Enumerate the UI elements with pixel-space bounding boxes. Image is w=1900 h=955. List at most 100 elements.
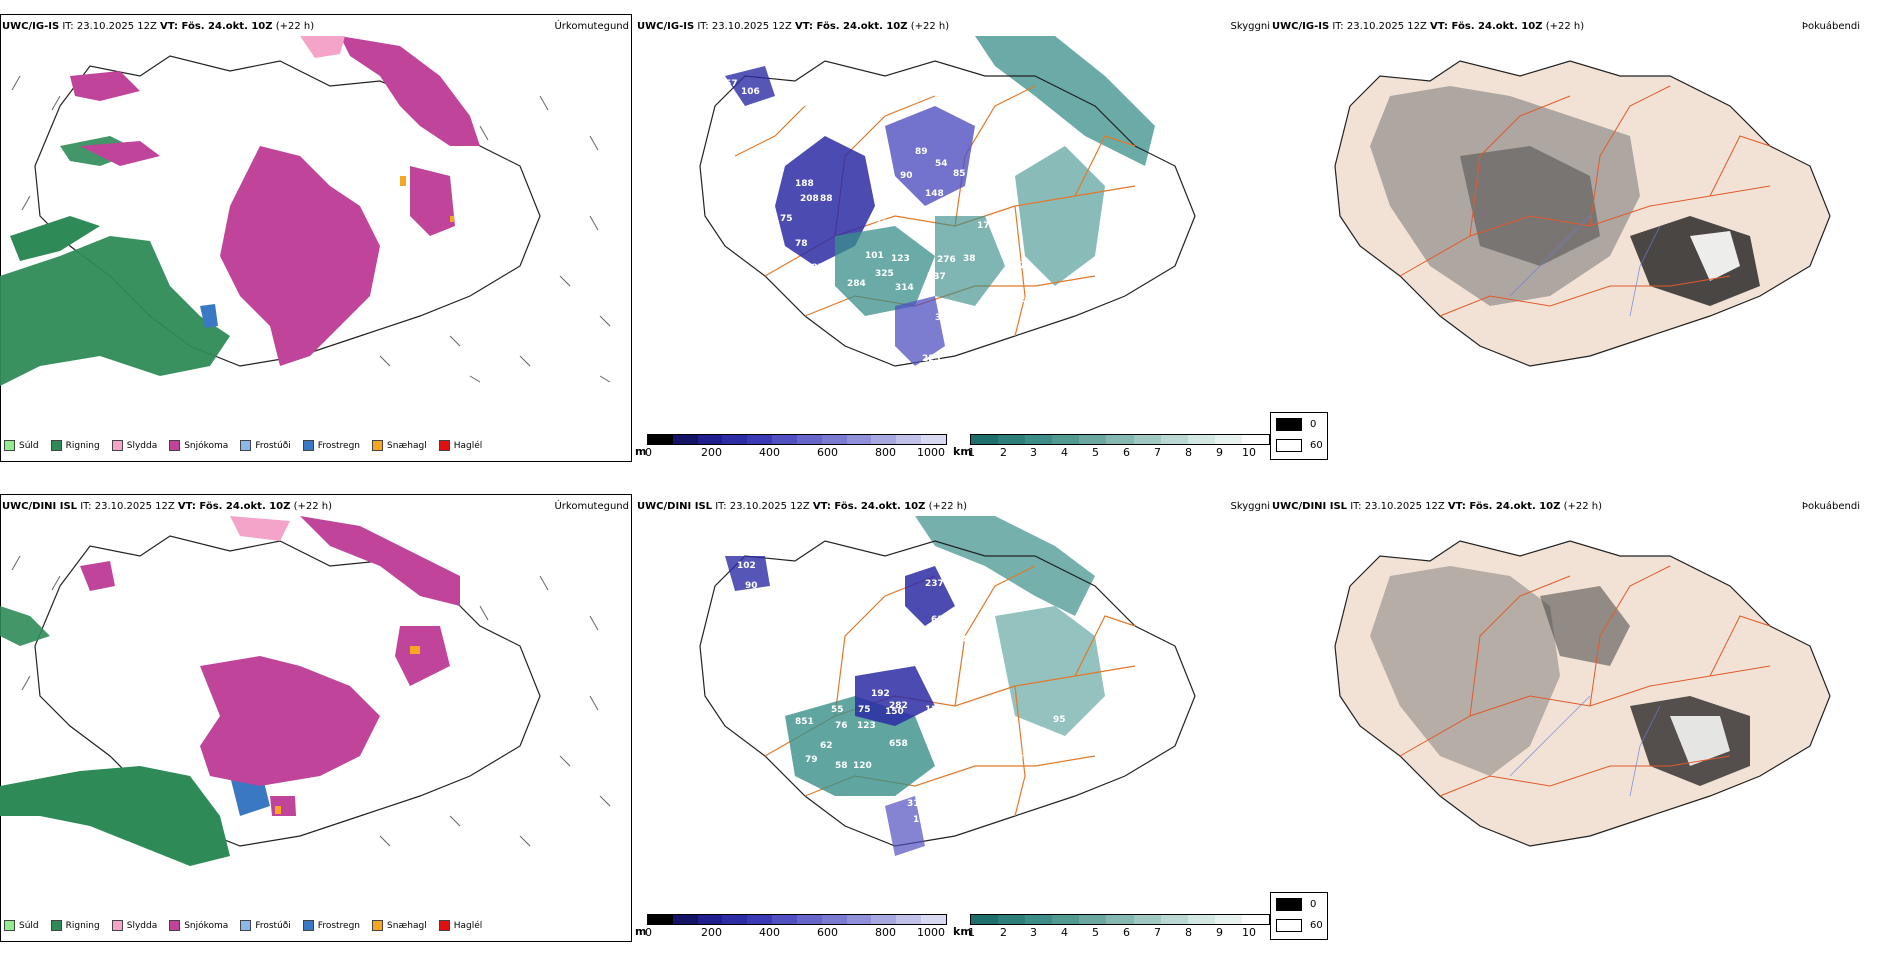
precip-map <box>0 36 611 386</box>
cloud-panel: UWC/IG-IS IT: 23.10.2025 12Z VT: Fös. 24… <box>635 0 1270 475</box>
cbar-vis-unit: km <box>953 445 972 458</box>
legend-item-sula: Súld <box>4 920 39 931</box>
cloud-label: 364 <box>875 219 894 229</box>
legend-item-sula: Súld <box>4 440 39 451</box>
cloud-label: 129 <box>925 705 944 715</box>
cbar-vis: 1 2 3 4 5 6 7 8 9 10 <box>968 434 1270 459</box>
cloud-label: 276 <box>937 255 956 265</box>
panel-type-label: Þokuábendi <box>1801 21 1860 32</box>
precip-type-panel: UWC/DINI ISL IT: 23.10.2025 12Z VT: Fös.… <box>0 480 635 955</box>
legend-item-frostudi: Frostúði <box>240 440 291 451</box>
fog-map <box>1334 60 1831 367</box>
cloud-label: 101 <box>865 251 884 261</box>
cloud-label: 32 <box>935 313 948 323</box>
cloud-label: 274 <box>1019 295 1038 305</box>
cbar-height-unit: m <box>635 925 647 938</box>
cbar-height-ticks: 0 200 400 600 800 1000 <box>645 926 945 939</box>
legend-item-snaehagl: Snæhagl <box>372 440 427 451</box>
cloud-label: 75 <box>780 214 793 224</box>
cloud-label: 52 <box>947 621 960 631</box>
legend-item-haglel: Haglél <box>438 920 482 931</box>
cloud-label: 55 <box>831 705 844 715</box>
cloud-label: 79 <box>805 755 818 765</box>
cbar-height-gradient <box>647 914 947 925</box>
cloud-label: 185 <box>805 263 824 273</box>
panel-title: UWC/DINI ISL IT: 23.10.2025 12Z VT: Fös.… <box>2 501 333 512</box>
cloud-label: 90 <box>900 171 913 181</box>
shadow-legend: 0 60 <box>1270 412 1328 460</box>
cloud-label: 38 <box>963 254 976 264</box>
panel-title: UWC/IG-IS IT: 23.10.2025 12Z VT: Fös. 24… <box>1272 21 1585 32</box>
cloud-label: 236 <box>1001 735 1020 745</box>
cloud-label: 120 <box>853 761 872 771</box>
cloud-label: 75 <box>875 169 888 179</box>
cloud-label: 482 <box>919 721 938 731</box>
cloud-label: 95 <box>1053 715 1066 725</box>
cloud-label: 63 <box>931 615 944 625</box>
cloud-label: 83 <box>805 293 818 303</box>
cloud-label: 208 <box>800 194 819 204</box>
cloud-label: 123 <box>891 254 910 264</box>
cloud-label: 17 <box>913 815 926 825</box>
cloud-label: 76 <box>835 721 848 731</box>
fog-map <box>1334 540 1831 847</box>
cloud-panel: UWC/DINI ISL IT: 23.10.2025 12Z VT: Fös.… <box>635 480 1270 955</box>
cloud-label: 282 <box>889 701 908 711</box>
cbar-vis-gradient <box>970 434 1270 445</box>
cbar-height: 0 200 400 600 800 1000 <box>645 434 947 459</box>
cloud-label: 86 <box>887 184 900 194</box>
cloud-label: 12 <box>919 643 932 653</box>
legend-item-snjokoma: Snjókoma <box>169 920 228 931</box>
cbar-height-unit: m <box>635 445 647 458</box>
cloud-label: 31 <box>907 799 920 809</box>
shadow-legend: 0 60 <box>1270 892 1328 940</box>
fog-panel: UWC/DINI ISL IT: 23.10.2025 12Z VT: Fös.… <box>1270 480 1900 955</box>
cloud-label: 62 <box>820 741 833 751</box>
cloud-label: 78 <box>795 239 808 249</box>
cloud-label: 426 <box>971 319 990 329</box>
row-dini-isl: UWC/DINI ISL IT: 23.10.2025 12Z VT: Fös.… <box>0 480 1900 955</box>
cloud-label: 325 <box>875 269 894 279</box>
cloud-label: 57 <box>725 79 738 89</box>
cbar-vis: 1 2 3 4 5 6 7 8 9 10 <box>968 914 1270 939</box>
panel-type-label: Skyggni <box>1230 21 1270 32</box>
cloud-label: 89 <box>915 147 928 157</box>
precip-type-panel: UWC/IG-IS IT: 23.10.2025 12Z VT: Fös. 24… <box>0 0 635 475</box>
precip-legend: Súld Rigning Slydda Snjókoma Frostúði Fr… <box>4 920 482 931</box>
cloud-label: 851 <box>795 717 814 727</box>
cbar-vis-unit: km <box>953 925 972 938</box>
cloud-label: 237 <box>927 272 946 282</box>
legend-item-slydda: Slydda <box>111 440 157 451</box>
cloud-label: 237 <box>925 579 944 589</box>
cloud-label: 188 <box>795 179 814 189</box>
cloud-label: 15 <box>910 389 923 399</box>
cbar-vis-gradient <box>970 914 1270 925</box>
cloud-label: 83 <box>760 227 773 237</box>
legend-item-haglel: Haglél <box>438 440 482 451</box>
cloud-label: 62 <box>925 385 938 395</box>
panel-type-label: Þokuábendi <box>1801 501 1860 512</box>
cloud-map: 106 57 89 54 85 75 188 90 148 142 208 86… <box>699 36 1196 399</box>
cbar-vis-ticks: 1 2 3 4 5 6 7 8 9 10 <box>968 446 1256 459</box>
legend-item-frostudi: Frostúði <box>240 920 291 931</box>
cbar-vis-ticks: 1 2 3 4 5 6 7 8 9 10 <box>968 926 1256 939</box>
fog-panel: UWC/IG-IS IT: 23.10.2025 12Z VT: Fös. 24… <box>1270 0 1900 475</box>
legend-item-rigning: Rigning <box>50 440 100 451</box>
row-ig-is: UWC/IG-IS IT: 23.10.2025 12Z VT: Fös. 24… <box>0 0 1900 475</box>
panel-type-label: Úrkomutegund <box>554 501 629 512</box>
cloud-label: 148 <box>925 189 944 199</box>
legend-item-frostregn: Frostregn <box>302 920 360 931</box>
precip-legend: Súld Rigning Slydda Snjókoma Frostúði Fr… <box>4 440 482 451</box>
legend-item-snaehagl: Snæhagl <box>372 920 427 931</box>
cloud-map: 102 128 90 237 63 52 16 12 68 192 282 55… <box>699 516 1196 856</box>
legend-item-snjokoma: Snjókoma <box>169 440 228 451</box>
legend-item-slydda: Slydda <box>111 920 157 931</box>
cloud-label: 142 <box>960 197 979 207</box>
panel-title: UWC/IG-IS IT: 23.10.2025 12Z VT: Fös. 24… <box>2 21 315 32</box>
cloud-label: 627 <box>1017 751 1036 761</box>
cloud-label: 106 <box>741 87 760 97</box>
cloud-label: 44 <box>795 279 808 289</box>
panel-title: UWC/DINI ISL IT: 23.10.2025 12Z VT: Fös.… <box>637 501 968 512</box>
cloud-label: 284 <box>847 279 866 289</box>
cloud-label: 90 <box>745 581 758 591</box>
